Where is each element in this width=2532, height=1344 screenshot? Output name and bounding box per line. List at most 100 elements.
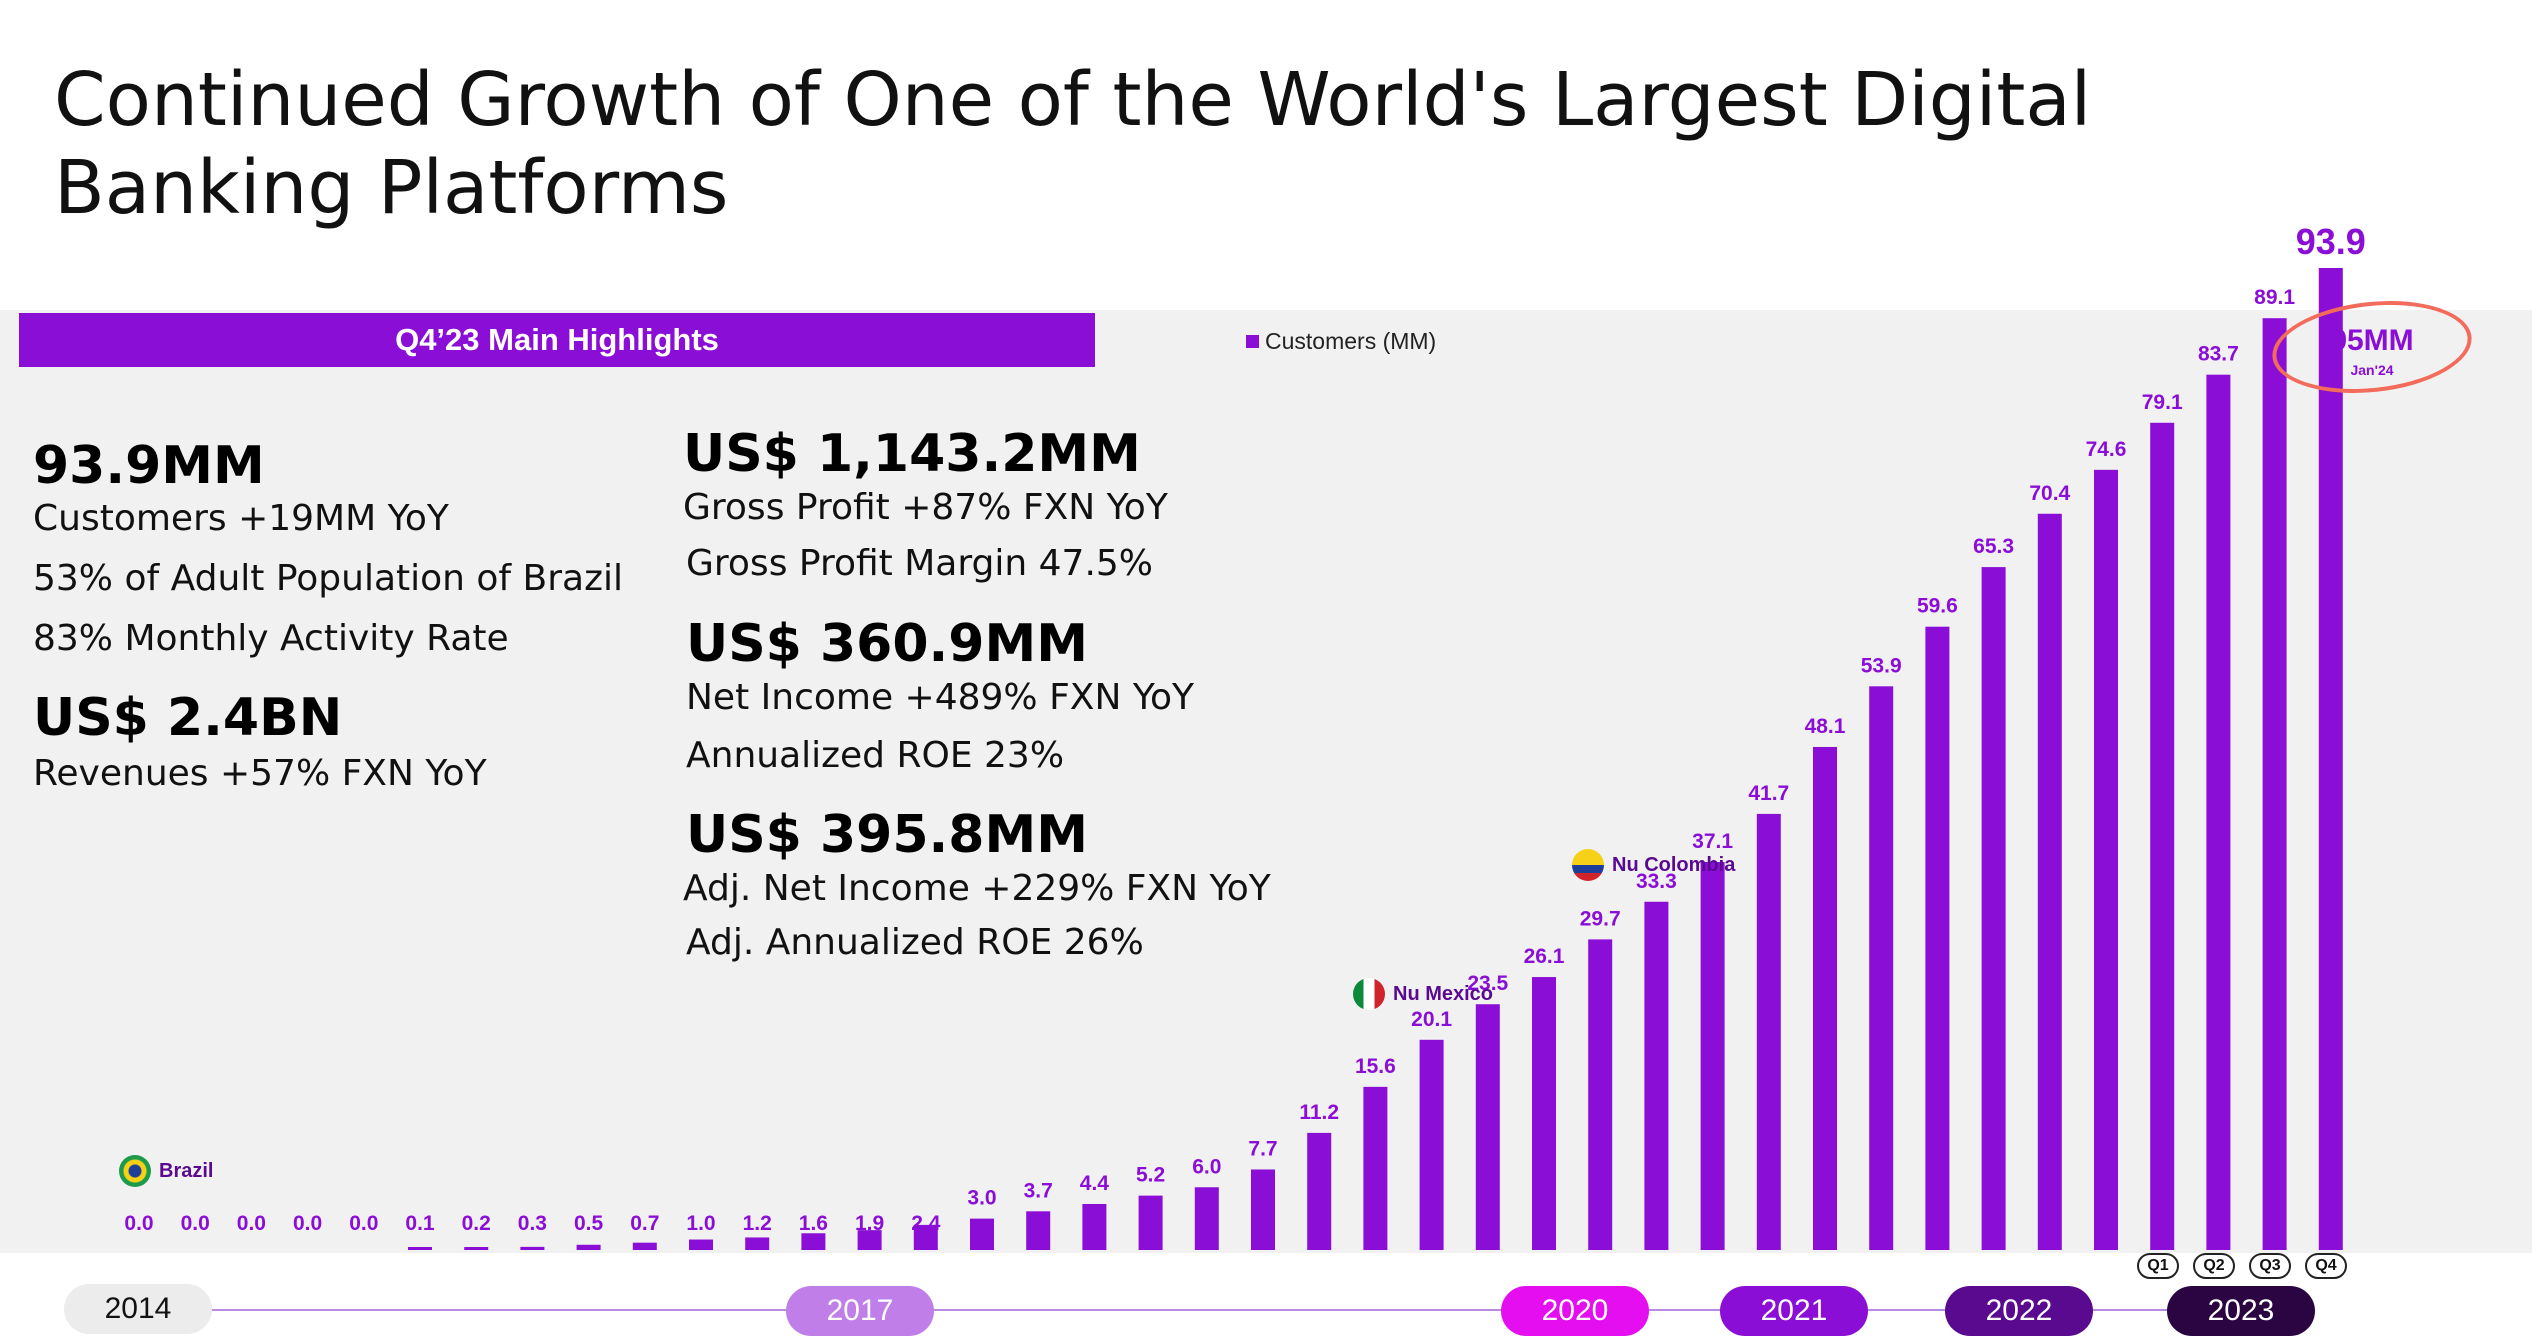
bar-label-0: 0.0 [124, 1212, 153, 1235]
bar-22 [1363, 1086, 1388, 1250]
bar-25 [1532, 977, 1556, 1250]
kpi-gross-profit-yoy: Gross Profit +87% FXN YoY [683, 487, 1168, 528]
bar-label-29: 41.7 [1748, 782, 1789, 805]
bar-label-30: 48.1 [1805, 715, 1846, 738]
legend-swatch [1246, 335, 1259, 348]
bar-11 [745, 1237, 770, 1250]
quarter-pill-q2: Q2 [2193, 1253, 2235, 1279]
kpi-net-income-value: US$ 360.9MM [686, 614, 1088, 674]
bar-19 [1194, 1187, 1219, 1250]
kpi-gross-profit-value: US$ 1,143.2MM [683, 424, 1141, 484]
year-pill-2017: 2017 [786, 1286, 934, 1336]
bar-36 [2150, 422, 2175, 1250]
quarter-pill-q4: Q4 [2305, 1253, 2347, 1279]
kpi-gross-profit-margin: Gross Profit Margin 47.5% [686, 543, 1153, 584]
bar-label-14: 2.4 [911, 1212, 941, 1235]
bar-label-24: 23.5 [1467, 972, 1508, 995]
bar-label-2: 0.0 [237, 1212, 266, 1235]
brazil-flag-icon [119, 1155, 151, 1187]
bar-34 [2037, 513, 2062, 1250]
bar-label-22: 15.6 [1355, 1055, 1396, 1078]
bar-label-15: 3.0 [967, 1187, 996, 1210]
bar-35 [2094, 469, 2118, 1250]
bar-label-32: 59.6 [1917, 595, 1958, 618]
bar-7 [520, 1246, 545, 1250]
callout-sub: Jan'24 [2350, 362, 2394, 378]
bar-label-19: 6.0 [1192, 1155, 1221, 1178]
bar-26 [1588, 939, 1613, 1250]
bar-38 [2262, 318, 2287, 1250]
bar-label-16: 3.7 [1024, 1179, 1053, 1202]
bar-18 [1138, 1195, 1163, 1250]
jan24-callout: 95MM Jan'24 [2267, 291, 2477, 403]
highlights-banner: Q4’23 Main Highlights [19, 313, 1095, 367]
bar-9 [632, 1242, 657, 1250]
bar-label-17: 4.4 [1080, 1172, 1110, 1195]
annotation-colombia-label: Nu Colombia [1612, 853, 1736, 876]
year-pill-2020: 2020 [1501, 1286, 1649, 1336]
bar-label-34: 70.4 [2029, 482, 2070, 505]
kpi-adult-population: 53% of Adult Population of Brazil [33, 558, 624, 599]
bar-label-38: 89.1 [2254, 286, 2295, 309]
bar-10 [689, 1239, 713, 1250]
year-pill-2021: 2021 [1720, 1286, 1868, 1336]
annotation-mexico: Nu Mexico [1353, 978, 1493, 1010]
bar-17 [1082, 1203, 1107, 1250]
bar-label-26: 29.7 [1580, 907, 1621, 930]
legend-label: Customers (MM) [1265, 328, 1437, 354]
annotation-brazil-label: Brazil [159, 1159, 214, 1182]
year-pill-2014: 2014 [64, 1284, 212, 1334]
bar-21 [1307, 1132, 1332, 1250]
bar-label-3: 0.0 [293, 1212, 322, 1235]
bar-label-4: 0.0 [349, 1212, 378, 1235]
bar-label-23: 20.1 [1411, 1008, 1452, 1031]
bar-label-12: 1.6 [799, 1212, 828, 1235]
kpi-annualized-roe: Annualized ROE 23% [686, 735, 1065, 776]
callout-value: 95MM [2330, 324, 2414, 357]
bar-33 [1981, 567, 2006, 1250]
year-pill-2022: 2022 [1945, 1286, 2093, 1336]
bar-label-18: 5.2 [1136, 1164, 1165, 1187]
bar-label-11: 1.2 [743, 1212, 772, 1235]
bar-label-25: 26.1 [1524, 945, 1565, 968]
kpi-adj-annualized-roe: Adj. Annualized ROE 26% [686, 922, 1144, 963]
bar-24 [1475, 1004, 1500, 1250]
annotation-brazil: Brazil [119, 1155, 213, 1187]
bar-28 [1700, 862, 1725, 1250]
bar-label-39: 93.9 [2296, 221, 2366, 262]
colombia-flag-icon [1572, 849, 1604, 881]
bar-27 [1644, 901, 1669, 1250]
bar-label-20: 7.7 [1248, 1137, 1277, 1160]
chart-legend: Customers (MM) [1246, 328, 1436, 355]
kpi-adj-net-income-value: US$ 395.8MM [686, 805, 1088, 865]
bar-label-13: 1.9 [855, 1212, 884, 1235]
annotation-mexico-label: Nu Mexico [1393, 982, 1494, 1005]
bar-label-6: 0.2 [462, 1212, 491, 1235]
bar-label-21: 11.2 [1299, 1101, 1339, 1124]
quarter-pill-q1: Q1 [2137, 1253, 2179, 1279]
bar-5 [408, 1247, 432, 1250]
year-pill-2023: 2023 [2167, 1286, 2315, 1336]
bar-label-27: 33.3 [1636, 870, 1677, 893]
bar-label-1: 0.0 [181, 1212, 210, 1235]
quarter-pill-q3: Q3 [2249, 1253, 2291, 1279]
mexico-flag-icon [1353, 978, 1385, 1010]
kpi-revenue-value: US$ 2.4BN [33, 688, 343, 748]
timeline-line [205, 1309, 2315, 1311]
bar-label-5: 0.1 [405, 1212, 435, 1235]
bar-14 [913, 1224, 938, 1250]
bar-6 [464, 1247, 489, 1250]
bar-13 [857, 1230, 882, 1250]
bar-label-10: 1.0 [686, 1212, 715, 1235]
kpi-revenue-yoy: Revenues +57% FXN YoY [33, 753, 487, 794]
bar-label-28: 37.1 [1692, 830, 1733, 853]
bar-32 [1925, 626, 1950, 1250]
bar-label-8: 0.5 [574, 1212, 604, 1235]
bar-8 [576, 1244, 601, 1250]
kpi-monthly-activity: 83% Monthly Activity Rate [33, 618, 509, 659]
bar-20 [1251, 1169, 1275, 1250]
bar-29 [1756, 813, 1781, 1250]
bar-39 [2318, 268, 2343, 1250]
bar-16 [1026, 1211, 1051, 1250]
bar-label-33: 65.3 [1973, 535, 2014, 558]
